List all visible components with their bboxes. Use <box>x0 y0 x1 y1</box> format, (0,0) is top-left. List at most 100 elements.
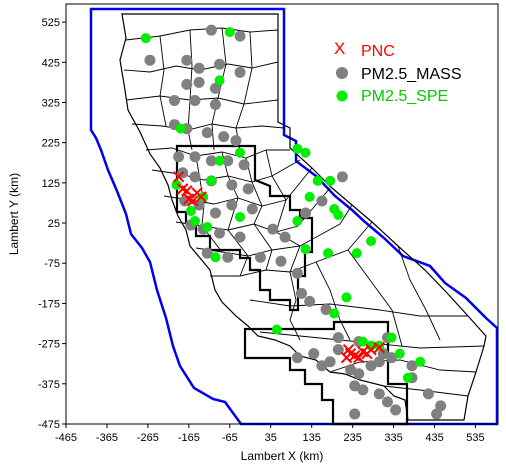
legend-item-pm25-spe: PM2.5_SPE <box>336 88 448 105</box>
legend-label-pm25-mass: PM2.5_MASS <box>361 66 461 83</box>
domain-boundary <box>89 7 499 426</box>
pm25-spe-point <box>189 216 200 227</box>
pm25-mass-point <box>365 360 377 372</box>
pm25-mass-point <box>201 247 213 259</box>
x-tick-label: 35 <box>265 432 277 444</box>
pm25-mass-point <box>377 348 389 360</box>
pm25-mass-point <box>353 368 365 380</box>
x-tick-label: -265 <box>137 432 159 444</box>
pm25-mass-point <box>189 94 201 106</box>
x-tick-label: -465 <box>55 432 77 444</box>
pm25-mass-point <box>226 179 238 191</box>
pm25-mass-point <box>205 155 217 167</box>
pm25-mass-point <box>320 303 332 315</box>
pm25-spe-point <box>140 33 151 44</box>
legend-marker-pm25-spe <box>336 90 348 102</box>
bay-area-region <box>175 144 314 312</box>
pm25-mass-point <box>246 203 258 215</box>
pm25-mass-point <box>234 231 246 243</box>
pm25-spe-point <box>214 75 225 86</box>
pm25-spe-point <box>185 205 196 216</box>
pm25-spe-point <box>312 175 323 186</box>
legend-item-pnc: X PNC <box>334 39 395 60</box>
pm25-spe-point <box>329 308 340 319</box>
pm25-spe-point <box>235 212 246 223</box>
pm25-mass-point <box>193 62 205 74</box>
pm25-mass-point <box>349 408 361 420</box>
pm25-mass-point <box>279 231 291 243</box>
pm25-spe-point <box>366 236 377 247</box>
pm25-mass-point <box>316 195 328 207</box>
x-tick-label: -65 <box>222 432 238 444</box>
series-pm2-5-spe <box>140 27 426 383</box>
pm25-mass-point <box>431 408 443 420</box>
y-tick-label: -275 <box>38 339 60 351</box>
pm25-mass-point <box>193 199 205 211</box>
pm25-mass-point <box>173 151 185 163</box>
y-tick-label: -175 <box>38 298 60 310</box>
pm25-mass-point <box>234 66 246 78</box>
pm25-mass-point <box>218 131 230 143</box>
x-tick-label: 135 <box>303 432 321 444</box>
pm25-mass-point <box>295 287 307 299</box>
pm25-mass-point <box>422 388 434 400</box>
pm25-spe-point <box>206 175 217 186</box>
x-tick-label: -365 <box>96 432 118 444</box>
pm25-spe-point <box>325 175 336 186</box>
pnc-point <box>181 185 193 197</box>
pm25-mass-point <box>390 404 402 416</box>
pm25-mass-point <box>144 54 156 66</box>
pm25-mass-point <box>336 171 348 183</box>
pm25-mass-point <box>316 360 328 372</box>
pm25-mass-point <box>349 380 361 392</box>
legend-marker-pnc: X <box>334 39 345 58</box>
y-tick-label: 525 <box>42 17 60 29</box>
pm25-mass-point <box>324 356 336 368</box>
pnc-point <box>342 343 355 356</box>
series-layer <box>140 24 447 420</box>
y-tick-label: -75 <box>44 258 60 270</box>
pm25-spe-point <box>300 147 311 158</box>
y-tick-label: -475 <box>38 419 60 431</box>
pnc-point <box>187 195 199 207</box>
south-coast-region <box>243 320 409 426</box>
pm25-mass-point <box>209 82 221 94</box>
pm25-spe-point <box>198 191 209 202</box>
pm25-spe-point <box>224 27 235 38</box>
pm25-mass-point <box>357 384 369 396</box>
series-pnc <box>172 171 385 364</box>
x-tick-label: 335 <box>384 432 402 444</box>
pm25-mass-point <box>345 364 357 376</box>
pnc-point <box>365 343 377 356</box>
pnc-point <box>373 341 385 354</box>
pm25-mass-point <box>205 24 217 36</box>
pm25-mass-point <box>193 76 205 88</box>
pm25-mass-point <box>381 396 393 408</box>
pm25-spe-point <box>300 244 311 255</box>
pm25-mass-point <box>291 352 303 364</box>
pm25-spe-point <box>402 372 413 383</box>
pm25-spe-point <box>357 336 368 347</box>
pm25-mass-point <box>222 251 234 263</box>
pnc-point <box>195 191 207 203</box>
pm25-spe-point <box>341 292 352 303</box>
pnc-point <box>353 351 365 364</box>
pm25-spe-point <box>292 143 303 154</box>
pm25-mass-point <box>275 255 287 267</box>
x-tick-label: 435 <box>425 432 443 444</box>
pm25-mass-point <box>238 159 250 171</box>
pm25-mass-point <box>181 78 193 90</box>
x-tick-label: 235 <box>343 432 361 444</box>
pm25-mass-point <box>300 207 312 219</box>
legend-marker-pm25-mass <box>336 67 348 79</box>
pm25-spe-point <box>171 179 182 190</box>
y-tick-label: 325 <box>42 97 60 109</box>
y-tick-label: 425 <box>42 57 60 69</box>
pm25-spe-point <box>386 332 397 343</box>
pm25-mass-point <box>308 348 320 360</box>
pm25-spe-point <box>415 356 426 367</box>
pm25-mass-point <box>226 199 238 211</box>
pm25-spe-point <box>235 147 246 158</box>
pm25-mass-point <box>201 127 213 139</box>
pm25-mass-point <box>169 94 181 106</box>
